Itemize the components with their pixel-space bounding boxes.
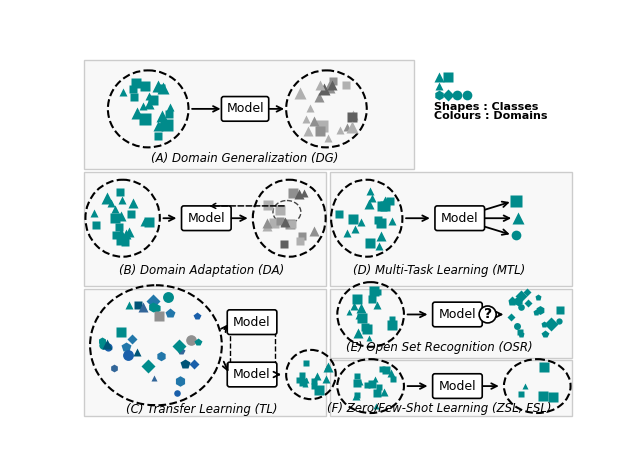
Circle shape (479, 306, 496, 323)
Text: Model: Model (233, 368, 271, 381)
FancyBboxPatch shape (433, 302, 482, 327)
FancyBboxPatch shape (84, 60, 414, 169)
Text: Model: Model (438, 308, 476, 321)
FancyBboxPatch shape (84, 289, 326, 416)
Text: (E) Open Set Recognition (OSR): (E) Open Set Recognition (OSR) (346, 341, 532, 354)
FancyBboxPatch shape (330, 289, 572, 358)
FancyBboxPatch shape (330, 172, 572, 286)
Text: Model: Model (441, 212, 479, 225)
Text: ?: ? (484, 308, 492, 322)
FancyBboxPatch shape (182, 206, 231, 230)
Text: (A) Domain Generalization (DG): (A) Domain Generalization (DG) (152, 153, 339, 165)
FancyBboxPatch shape (227, 362, 277, 387)
Text: (C) Transfer Learning (TL): (C) Transfer Learning (TL) (126, 403, 277, 416)
FancyBboxPatch shape (221, 97, 269, 121)
Text: (B) Domain Adaptation (DA): (B) Domain Adaptation (DA) (119, 264, 284, 277)
Text: Model: Model (188, 212, 225, 225)
Text: Shapes : Classes: Shapes : Classes (434, 102, 538, 112)
FancyBboxPatch shape (433, 374, 482, 398)
Text: Model: Model (227, 102, 264, 115)
FancyBboxPatch shape (227, 310, 277, 334)
FancyBboxPatch shape (84, 172, 326, 286)
Text: (F) Zero/Few-Shot Learning (ZSL, FSL): (F) Zero/Few-Shot Learning (ZSL, FSL) (326, 402, 551, 415)
Text: (D) Multi-Task Learning (MTL): (D) Multi-Task Learning (MTL) (353, 264, 525, 277)
FancyBboxPatch shape (330, 360, 572, 416)
Text: Model: Model (438, 380, 476, 393)
Text: Model: Model (233, 316, 271, 329)
FancyBboxPatch shape (435, 206, 484, 230)
Text: Colours : Domains: Colours : Domains (434, 111, 548, 121)
